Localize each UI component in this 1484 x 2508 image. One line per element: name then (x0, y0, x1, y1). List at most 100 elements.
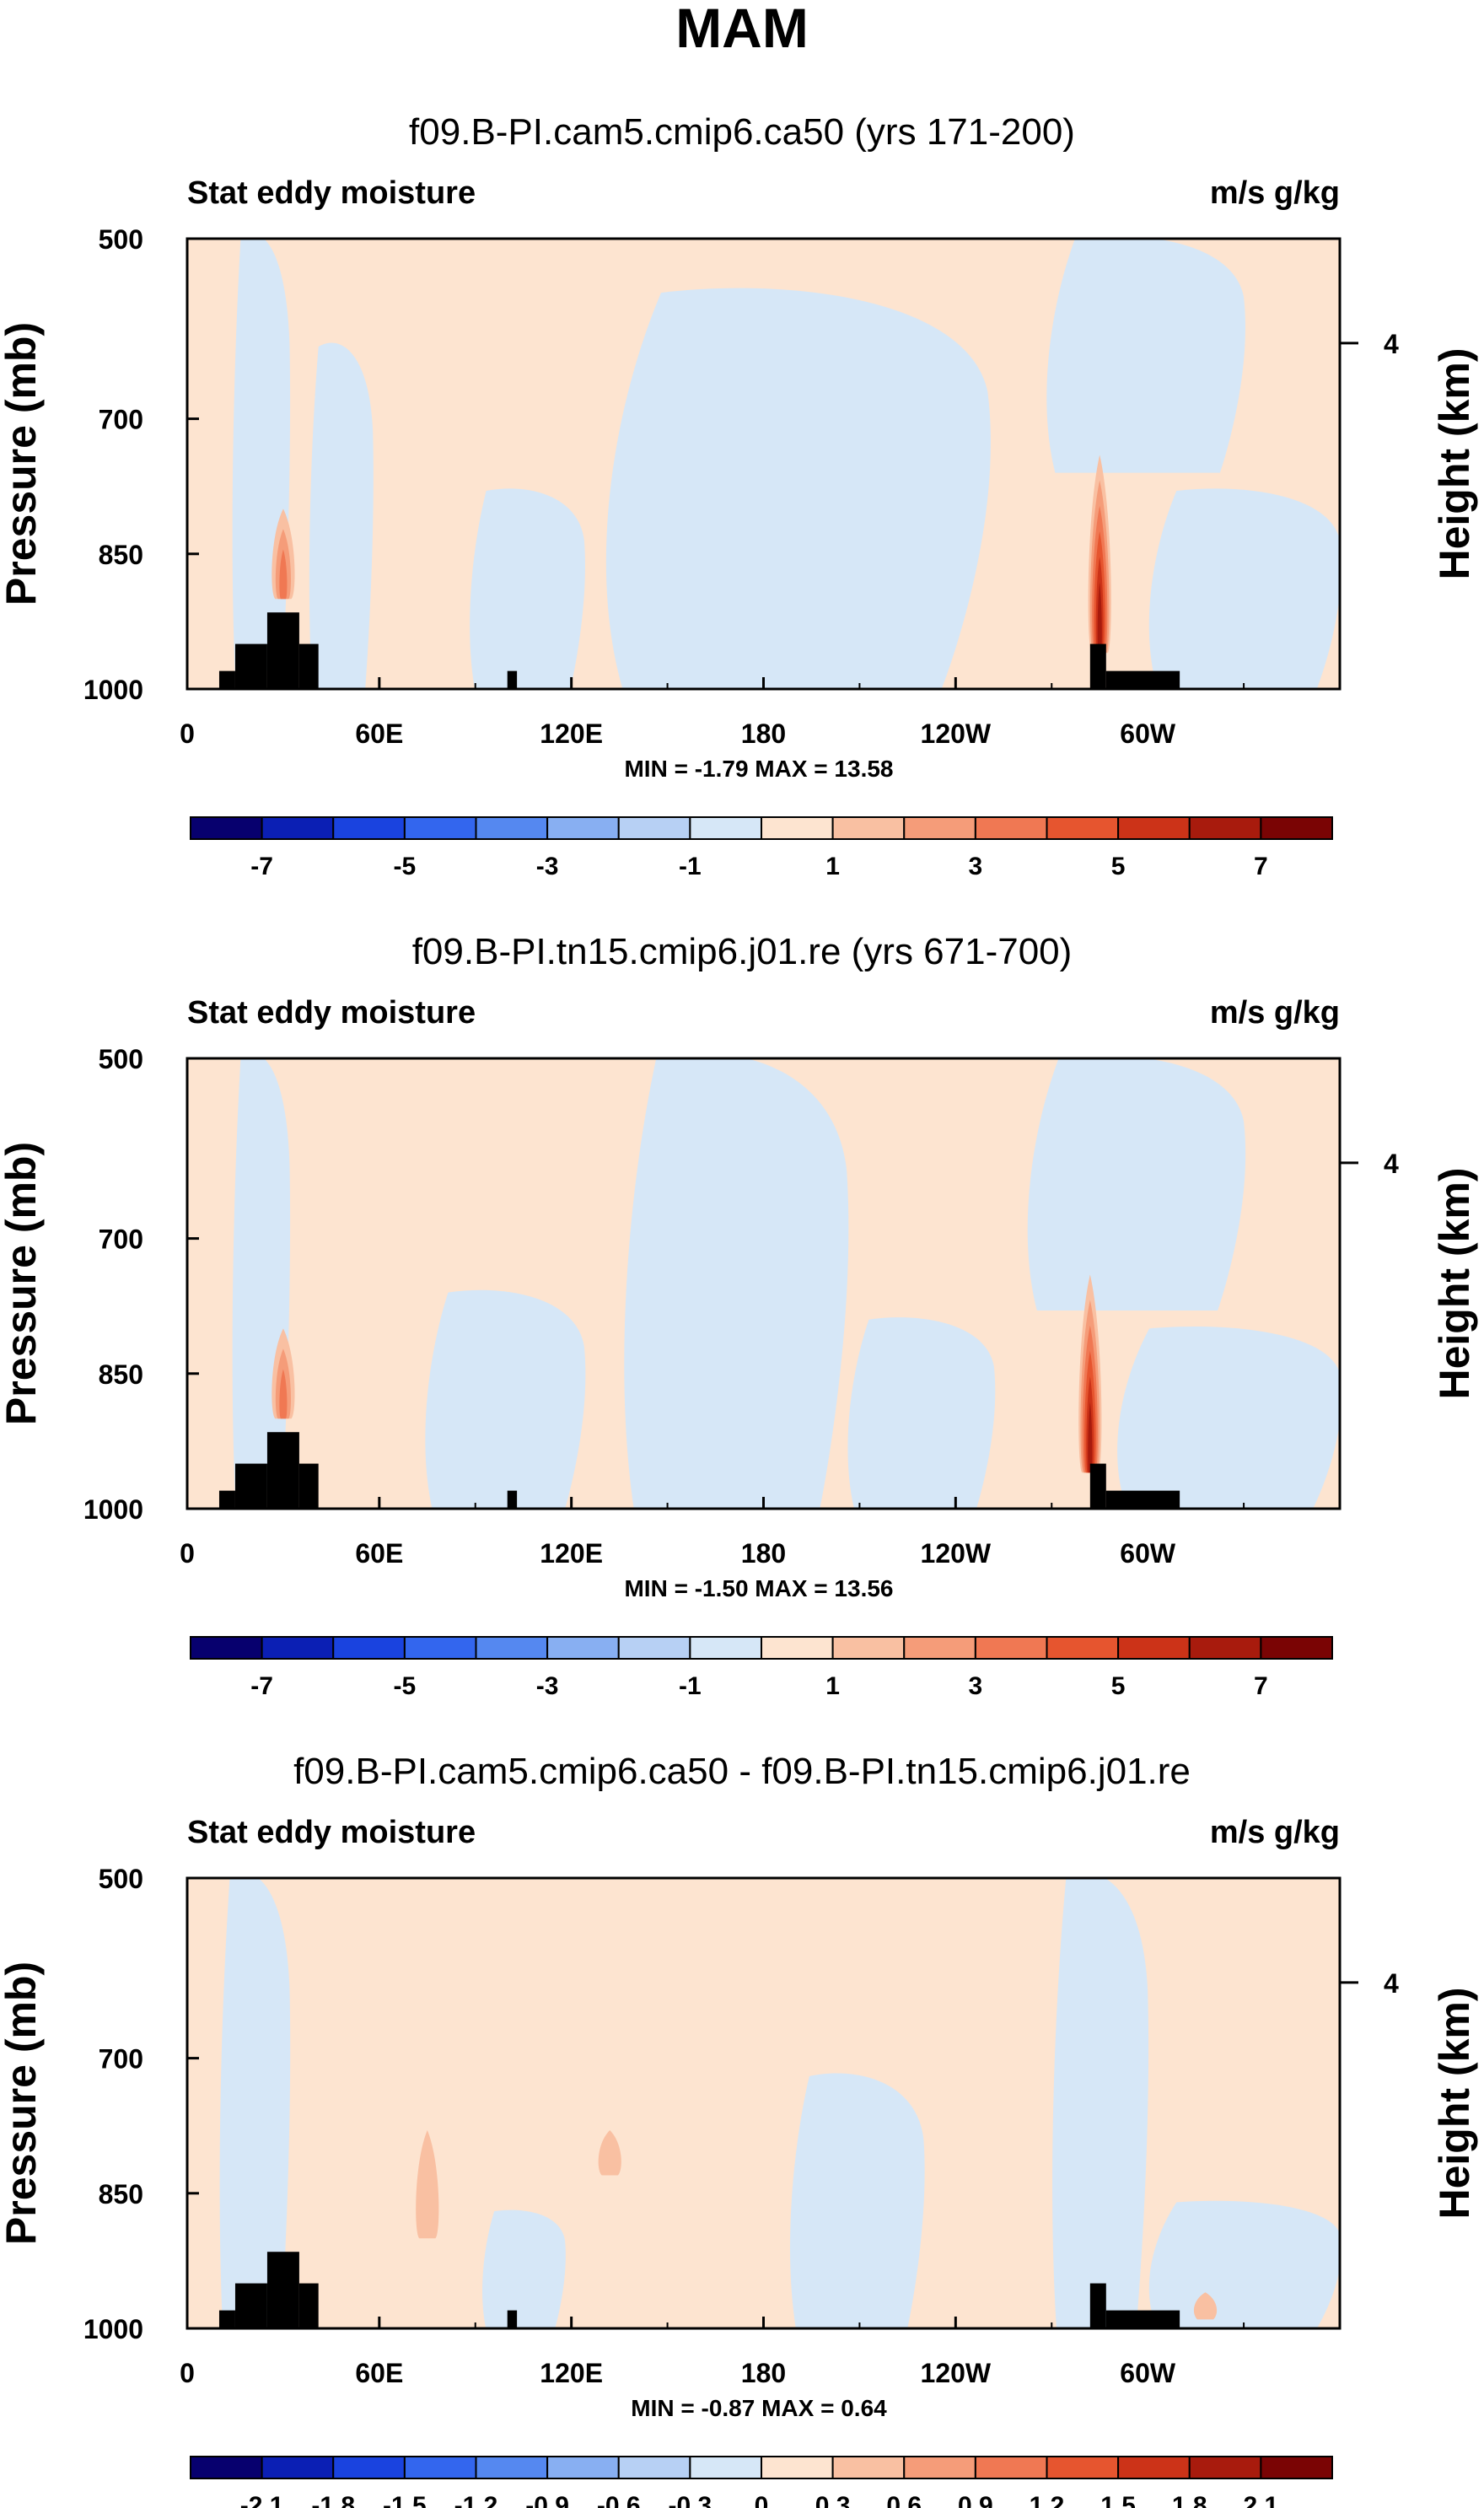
x-tick-label: 120E (540, 1538, 603, 1569)
negative-contour-region (232, 1058, 291, 1491)
terrain-mask (298, 1463, 319, 1509)
terrain-mask (1089, 2283, 1106, 2328)
colorbar-label: 0.6 (886, 2492, 922, 2508)
x-tick-label: 0 (180, 1538, 195, 1569)
colorbar-swatch (261, 1636, 335, 1660)
colorbar-swatch (546, 2456, 620, 2479)
colorbar-swatch (1260, 2456, 1333, 2479)
x-tick-label: 120W (921, 718, 992, 749)
stats-label: MIN = -0.87 MAX = 0.64 (631, 2395, 887, 2421)
y-axis-title: Pressure (mb) (0, 1962, 45, 2245)
terrain-mask (1089, 1463, 1106, 1509)
colorbar-swatch (761, 2456, 834, 2479)
colorbar-swatch (1046, 2456, 1120, 2479)
colorbar-swatch (1117, 1636, 1191, 1660)
panel-title: f09.B-PI.cam5.cmip6.ca50 - f09.B-PI.tn15… (293, 1751, 1191, 1792)
panel-title: f09.B-PI.cam5.cmip6.ca50 (yrs 171-200) (409, 111, 1075, 153)
y-tick-label: 1000 (83, 1494, 143, 1525)
figure-title: MAM (675, 0, 809, 59)
colorbar-label: -1.2 (454, 2492, 498, 2508)
colorbar-swatch (261, 816, 335, 840)
colorbar-swatch (475, 816, 549, 840)
colorbar-swatch (332, 816, 406, 840)
colorbar-swatch (332, 1636, 406, 1660)
y-right-axis-title: Height (km) (1431, 348, 1478, 580)
negative-contour-region (605, 288, 991, 689)
negative-contour-region (789, 2073, 925, 2328)
terrain-mask (507, 2310, 518, 2328)
plot-area (187, 1058, 1340, 1509)
colorbar-label: -1.5 (383, 2492, 427, 2508)
positive-contour-level (598, 2130, 621, 2176)
colorbar-swatch (403, 2456, 477, 2479)
x-tick-label: 0 (180, 718, 195, 749)
colorbar-swatch (1188, 816, 1262, 840)
negative-contour-region (1052, 1878, 1149, 2328)
units-label: m/s g/kg (1210, 995, 1340, 1031)
colorbar-swatch (903, 816, 976, 840)
x-tick-label: 120E (540, 2358, 603, 2388)
colorbar-label: 1.5 (1100, 2492, 1136, 2508)
negative-contour-region (1148, 2200, 1340, 2328)
colorbar-swatch (689, 816, 762, 840)
terrain-mask (218, 2310, 235, 2328)
colorbar-swatch (617, 1636, 691, 1660)
colorbar-label: -2.1 (240, 2492, 284, 2508)
positive-contour-level (416, 2130, 439, 2239)
terrain-mask (1105, 1490, 1180, 1509)
colorbar-label: 7 (1254, 1672, 1268, 1700)
colorbar-swatch (1117, 2456, 1191, 2479)
colorbar-label: -3 (536, 853, 559, 880)
colorbar-swatch (761, 1636, 834, 1660)
colorbar-swatch (190, 2456, 263, 2479)
x-tick-label: 60W (1120, 2358, 1176, 2388)
colorbar-swatch (689, 1636, 762, 1660)
terrain-mask (234, 643, 267, 689)
colorbar-label: -3 (536, 1672, 559, 1700)
colorbar-label: 1.8 (1172, 2492, 1207, 2508)
positive-contour-level (279, 549, 288, 600)
colorbar-swatch (546, 1636, 620, 1660)
panel-1: f09.B-PI.cam5.cmip6.ca50 (yrs 171-200) St… (0, 111, 1478, 880)
colorbar-label: 1 (825, 853, 840, 880)
y-tick-label: 500 (99, 224, 143, 255)
terrain-mask (218, 670, 235, 689)
y-tick-label: 850 (99, 540, 143, 570)
colorbar-swatch (1117, 816, 1191, 840)
colorbar-label: 0.9 (958, 2492, 993, 2508)
y-tick-label: 500 (99, 1864, 143, 1894)
negative-contour-region (1148, 488, 1340, 689)
terrain-mask (266, 612, 299, 689)
panel-3: f09.B-PI.cam5.cmip6.ca50 - f09.B-PI.tn15… (0, 1751, 1478, 2508)
negative-contour-region (1117, 1326, 1340, 1509)
y-axis-title: Pressure (mb) (0, 1142, 45, 1425)
colorbar-swatch (761, 816, 834, 840)
x-tick-label: 120E (540, 718, 603, 749)
colorbar-label: -0.3 (669, 2492, 712, 2508)
colorbar-swatch (261, 2456, 335, 2479)
negative-contour-region (1027, 1058, 1246, 1311)
terrain-mask (507, 1490, 518, 1509)
colorbar-label: 3 (969, 1672, 983, 1700)
y-tick-label: 850 (99, 2179, 143, 2209)
y-tick-label: 700 (99, 1224, 143, 1255)
colorbar-swatch (903, 2456, 976, 2479)
colorbar-label: -7 (250, 1672, 273, 1700)
y-tick-label: 700 (99, 2044, 143, 2075)
y-right-tick-label: 4 (1384, 1149, 1399, 1179)
negative-contour-region (309, 342, 374, 689)
colorbar-swatch (403, 816, 477, 840)
colorbar-swatch (689, 2456, 762, 2479)
colorbar-label: 2.1 (1244, 2492, 1279, 2508)
x-tick-label: 60W (1120, 718, 1176, 749)
x-tick-label: 180 (741, 2358, 786, 2388)
stats-label: MIN = -1.79 MAX = 13.58 (624, 756, 893, 782)
positive-contour-level (1097, 582, 1102, 654)
x-tick-label: 60E (355, 2358, 403, 2388)
colorbar-swatch (475, 2456, 549, 2479)
x-tick-label: 120W (921, 1538, 992, 1569)
y-right-tick-label: 4 (1384, 329, 1399, 359)
y-tick-label: 1000 (83, 675, 143, 705)
x-tick-label: 120W (921, 2358, 992, 2388)
